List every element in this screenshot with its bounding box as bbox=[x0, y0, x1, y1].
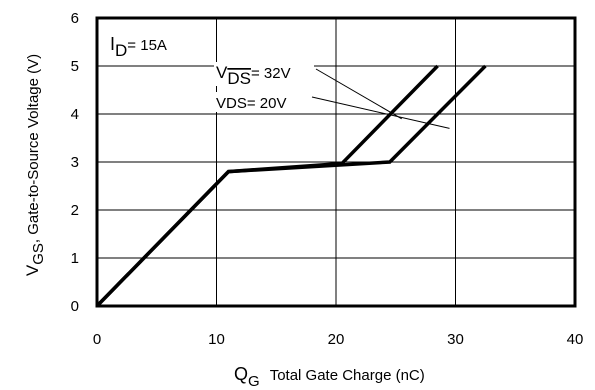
y-tick-label-6: 6 bbox=[71, 10, 79, 27]
x-tick-label-2: 20 bbox=[328, 331, 345, 348]
y-tick-labels: 0 1 2 3 4 5 6 bbox=[71, 10, 79, 315]
y-axis-title: VGS, Gate-to-Source Voltage (V) bbox=[23, 54, 47, 276]
y-tick-label-1: 1 bbox=[71, 250, 79, 267]
vds20-annotation: VDS= 20V bbox=[216, 95, 286, 112]
vds32-annotation: VDS= 32V bbox=[216, 63, 291, 88]
y-tick-label-4: 4 bbox=[71, 106, 79, 123]
grid-lines bbox=[96, 17, 576, 307]
series-line-1 bbox=[95, 64, 487, 308]
annotation-leaders bbox=[311, 68, 450, 129]
vds32-label-bg bbox=[214, 62, 314, 86]
y-tick-label-2: 2 bbox=[71, 202, 79, 219]
x-tick-label-3: 30 bbox=[447, 331, 464, 348]
id-annotation: ID= 15A bbox=[110, 34, 167, 60]
y-tick-label-3: 3 bbox=[71, 154, 79, 171]
leader-vds20 bbox=[311, 96, 450, 129]
x-tick-label-4: 40 bbox=[567, 331, 584, 348]
leader-vds32 bbox=[315, 68, 402, 120]
x-tick-label-1: 10 bbox=[208, 331, 225, 348]
y-tick-label-5: 5 bbox=[71, 58, 79, 75]
x-axis-title: QG Total Gate Charge (nC) bbox=[234, 364, 425, 390]
vds20-label-bg bbox=[214, 92, 310, 112]
x-tick-label-0: 0 bbox=[93, 331, 101, 348]
plot-frame bbox=[95, 16, 577, 308]
x-tick-labels: 0 10 20 30 40 bbox=[93, 331, 584, 348]
y-tick-label-0: 0 bbox=[71, 298, 79, 315]
